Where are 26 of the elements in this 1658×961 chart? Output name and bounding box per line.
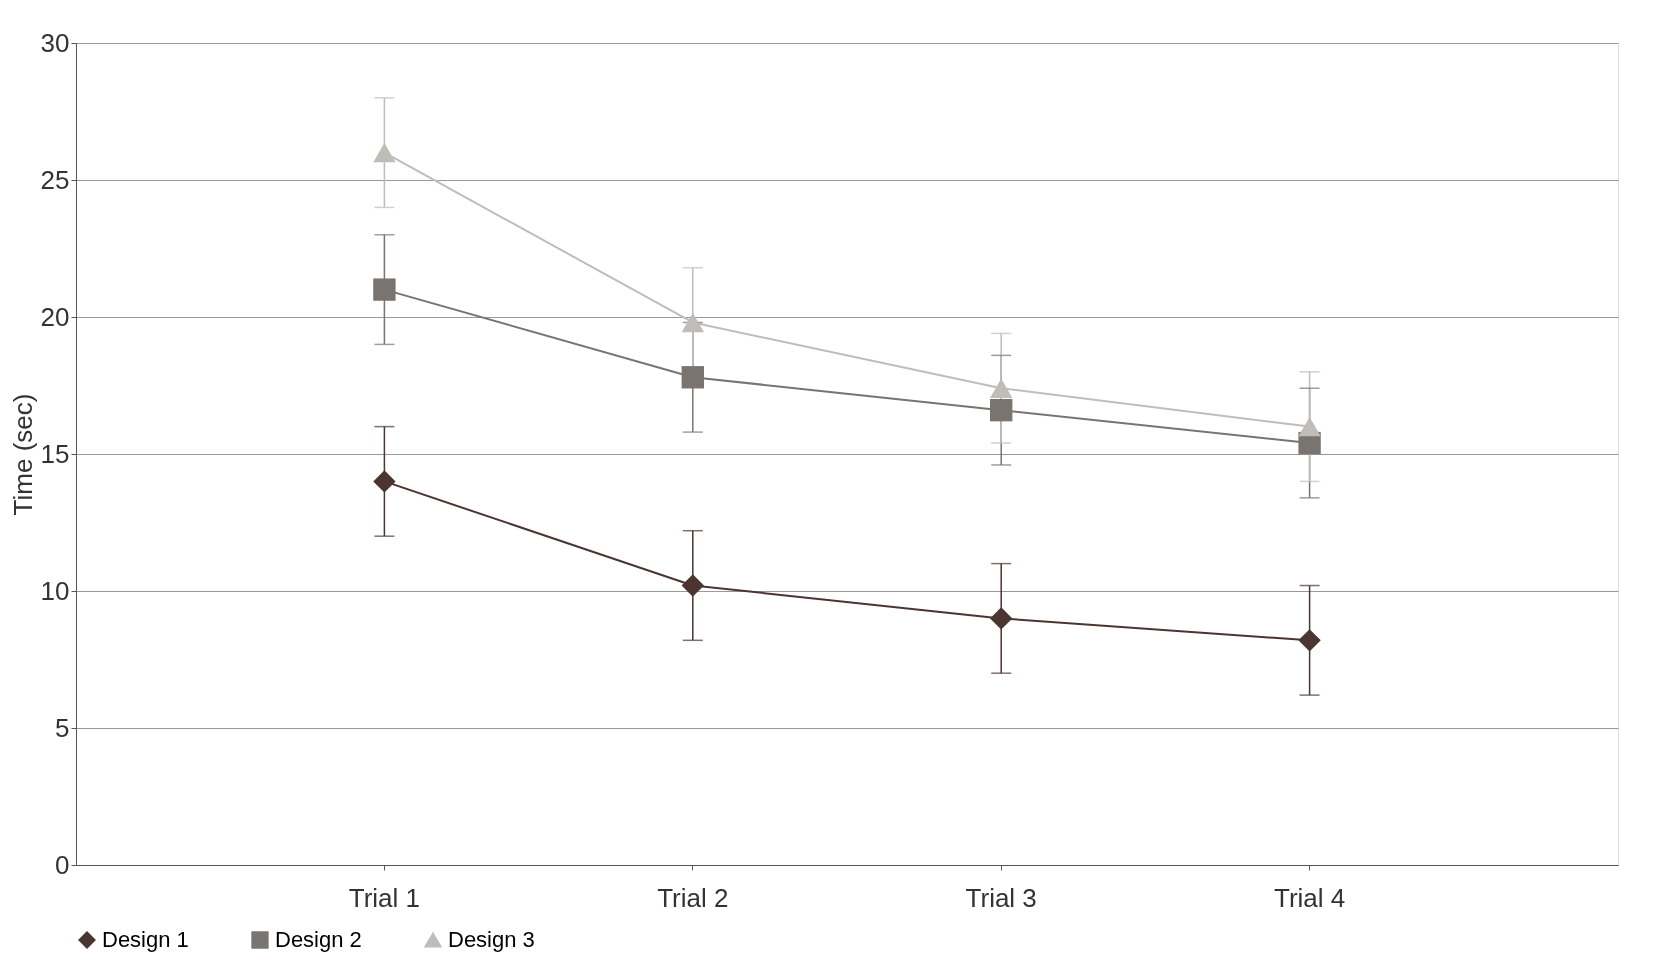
y-tick-label: 20	[40, 301, 70, 332]
x-tick-label: Trial 3	[965, 882, 1037, 913]
point	[373, 470, 396, 493]
point	[990, 378, 1013, 398]
y-axis-title: Time (sec)	[7, 393, 38, 516]
legend-label: Design 3	[448, 927, 535, 952]
point	[681, 312, 704, 333]
legend-label: Design 2	[275, 927, 362, 952]
point	[1298, 629, 1321, 652]
point	[373, 142, 396, 163]
x-tick-label: Trial 4	[1273, 882, 1346, 913]
point	[373, 278, 396, 301]
y-tick-label: 10	[40, 575, 70, 606]
x-tick-label: Trial 2	[657, 882, 729, 913]
x-tick-label: Trial 1	[348, 882, 421, 913]
y-tick-label: 0	[55, 849, 70, 880]
legend-label: Design 1	[102, 927, 189, 952]
point	[990, 607, 1013, 630]
point	[681, 366, 704, 389]
point	[1298, 416, 1321, 437]
y-tick-label: 30	[40, 27, 70, 58]
point	[681, 574, 704, 597]
y-tick-label: 25	[40, 164, 70, 195]
y-tick-label: 15	[40, 438, 70, 469]
y-tick-label: 5	[55, 712, 70, 743]
point	[990, 398, 1013, 422]
